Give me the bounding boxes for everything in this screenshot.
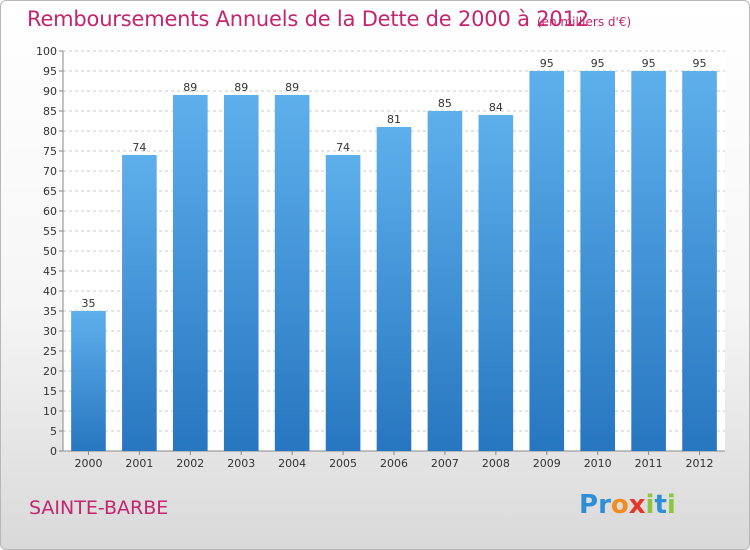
bar-2000: [71, 311, 106, 451]
y-tick-label: 45: [43, 265, 57, 278]
data-label-2009: 95: [540, 57, 554, 70]
y-tick-label: 60: [43, 205, 57, 218]
y-tick-label: 5: [50, 425, 57, 438]
y-tick-label: 75: [43, 145, 57, 158]
bar-layer: [71, 71, 717, 451]
proxiti-logo[interactable]: Proxiti: [579, 490, 676, 520]
logo-letter: t: [654, 490, 667, 520]
x-tick-label-2007: 2007: [431, 457, 459, 470]
bar-2006: [376, 127, 412, 451]
bar-2004: [274, 95, 310, 451]
bar-2002: [172, 95, 208, 451]
bar-2001: [122, 155, 157, 451]
logo-letter: x: [628, 490, 646, 520]
x-tick-label-2004: 2004: [278, 457, 306, 470]
data-label-2010: 95: [591, 57, 605, 70]
y-tick-label: 0: [50, 445, 57, 458]
data-label-2007: 85: [438, 97, 452, 110]
y-tick-label: 10: [43, 405, 57, 418]
data-label-2004: 89: [285, 81, 299, 94]
bar-2005: [325, 155, 361, 451]
commune-name: SAINTE-BARBE: [29, 497, 169, 519]
data-label-2001: 74: [132, 141, 146, 154]
chart-unit: (en milliers d'€): [537, 15, 632, 29]
logo-letter: r: [598, 490, 611, 520]
y-tick-label: 80: [43, 125, 57, 138]
y-tick-label: 70: [43, 165, 57, 178]
x-tick-label-2005: 2005: [329, 457, 357, 470]
x-tick-label-2012: 2012: [686, 457, 714, 470]
x-tick-label-2003: 2003: [227, 457, 255, 470]
y-tick-label: 35: [43, 305, 57, 318]
x-tick-label-2000: 2000: [74, 457, 102, 470]
y-tick-label: 15: [43, 385, 57, 398]
logo-letter: P: [579, 490, 599, 520]
x-tick-label-2001: 2001: [125, 457, 153, 470]
y-tick-label: 20: [43, 365, 57, 378]
y-tick-label: 40: [43, 285, 57, 298]
y-tick-label: 50: [43, 245, 57, 258]
logo-letter: o: [610, 490, 629, 520]
y-tick-label: 30: [43, 325, 57, 338]
y-tick-label: 90: [43, 85, 57, 98]
data-label-2006: 81: [387, 113, 401, 126]
bar-2003: [223, 95, 259, 451]
chart-title: Remboursements Annuels de la Dette de 20…: [27, 7, 589, 31]
bar-2012: [682, 71, 717, 451]
data-label-2003: 89: [234, 81, 248, 94]
x-tick-label-2008: 2008: [482, 457, 510, 470]
data-label-2008: 84: [489, 101, 503, 114]
y-tick-label: 25: [43, 345, 57, 358]
bar-2010: [580, 71, 616, 451]
data-label-2005: 74: [336, 141, 350, 154]
bar-2009: [529, 71, 565, 451]
y-tick-label: 100: [36, 45, 57, 58]
bar-2007: [427, 111, 463, 451]
data-label-2002: 89: [183, 81, 197, 94]
data-label-2012: 95: [693, 57, 707, 70]
y-tick-label: 65: [43, 185, 57, 198]
label-layer: 0 5 10 15 20 25 30 35 40 45 50 55 60 65 70 75 80 85 90 95 10…: [36, 45, 714, 470]
bar-2008: [478, 115, 514, 451]
x-tick-label-2009: 2009: [533, 457, 561, 470]
data-label-2011: 95: [642, 57, 656, 70]
y-tick-label: 85: [43, 105, 57, 118]
logo-letter: i: [666, 490, 676, 520]
x-tick-label-2010: 2010: [584, 457, 612, 470]
logo-letter: i: [645, 490, 655, 520]
x-tick-label-2006: 2006: [380, 457, 408, 470]
y-tick-label: 95: [43, 65, 57, 78]
bar-2011: [631, 71, 666, 451]
x-tick-label-2002: 2002: [176, 457, 204, 470]
y-tick-label: 55: [43, 225, 57, 238]
x-tick-label-2011: 2011: [635, 457, 663, 470]
data-label-2000: 35: [81, 297, 95, 310]
